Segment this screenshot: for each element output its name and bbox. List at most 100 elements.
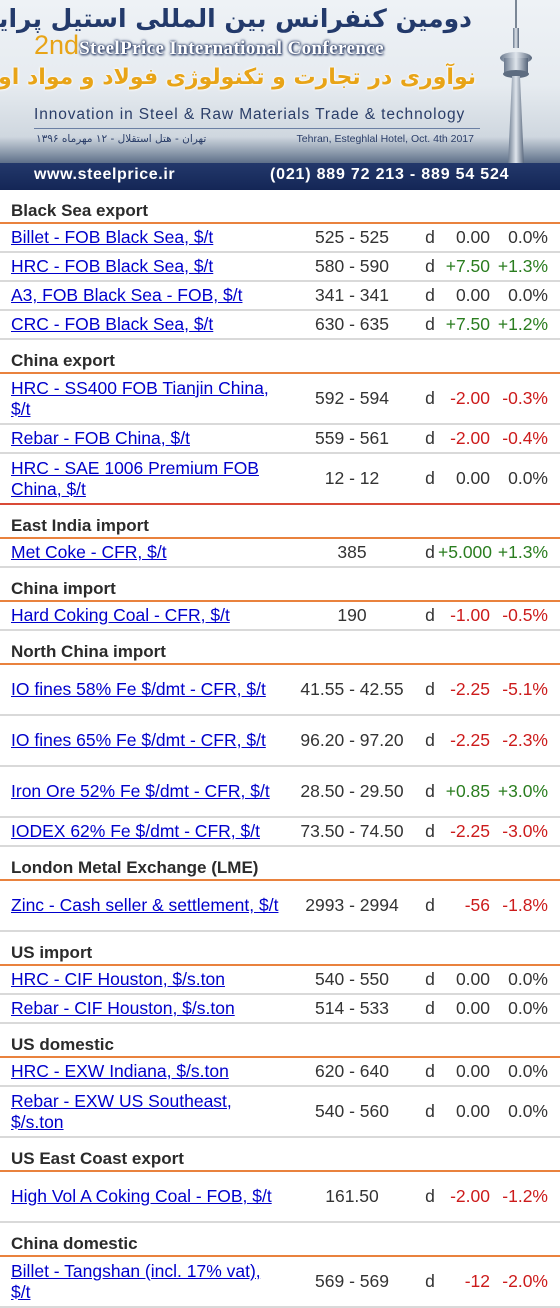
product-link[interactable]: CRC - FOB Black Sea, $/t (11, 314, 214, 334)
product-link[interactable]: Billet - Tangshan (incl. 17% vat), $/t (11, 1260, 261, 1302)
product-link[interactable]: Billet - FOB Black Sea, $/t (11, 227, 214, 247)
price-row: A3, FOB Black Sea - FOB, $/t 341 - 341 d 0.… (0, 282, 560, 311)
percent-change: 0.0% (508, 1101, 548, 1121)
period-label: d (425, 998, 435, 1018)
period-label: d (425, 679, 435, 699)
product-link[interactable]: Hard Coking Coal - CFR, $/t (11, 605, 230, 625)
product-cell: Billet - FOB Black Sea, $/t (0, 227, 282, 248)
product-cell: Met Coke - CFR, $/t (0, 542, 282, 563)
price-row: High Vol A Coking Coal - FOB, $/t 161.50 d… (0, 1172, 560, 1223)
price-change: -12 (464, 1271, 490, 1291)
period-label: d (425, 1271, 435, 1291)
milad-tower-icon (500, 0, 532, 165)
period-label: d (425, 895, 435, 915)
banner-subtitle-fa: نوآوری در تجارت و تکنولوژی فولاد و مواد … (0, 65, 476, 90)
product-link[interactable]: HRC - EXW Indiana, $/s.ton (11, 1061, 229, 1081)
product-link[interactable]: HRC - FOB Black Sea, $/t (11, 256, 214, 276)
product-link[interactable]: Iron Ore 52% Fe $/dmt - CFR, $/t (11, 781, 270, 801)
price-range: 28.50 - 29.50 (300, 781, 404, 801)
price-row: Billet - FOB Black Sea, $/t 525 - 525 d 0.0… (0, 224, 560, 253)
section-header: China export (0, 340, 560, 374)
conference-banner[interactable]: دومین کنفرانس بین المللی استیل پرایس 2nd… (0, 0, 560, 190)
product-link[interactable]: IO fines 65% Fe $/dmt - CFR, $/t (11, 730, 266, 750)
price-row: IO fines 58% Fe $/dmt - CFR, $/t 41.55 - … (0, 665, 560, 716)
price-row: HRC - SS400 FOB Tianjin China, $/t 592 - … (0, 374, 560, 425)
period-label: d (425, 781, 435, 801)
product-link[interactable]: Rebar - FOB China, $/t (11, 428, 190, 448)
product-link[interactable]: HRC - SAE 1006 Premium FOB China, $/t (11, 457, 259, 499)
product-link[interactable]: HRC - SS400 FOB Tianjin China, $/t (11, 377, 269, 419)
product-cell: HRC - CIF Houston, $/s.ton (0, 969, 282, 990)
percent-change: -0.5% (502, 605, 548, 625)
price-change: 0.00 (455, 285, 490, 305)
banner-divider (34, 128, 480, 129)
price-range: 190 (337, 605, 367, 625)
product-cell: HRC - SS400 FOB Tianjin China, $/t (0, 378, 282, 420)
price-row: HRC - SAE 1006 Premium FOB China, $/t 12 … (0, 454, 560, 505)
price-change: -2.25 (450, 730, 490, 750)
period-label: d (425, 468, 435, 488)
section-header: North China import (0, 631, 560, 665)
period-label: d (425, 256, 435, 276)
price-change: 0.00 (455, 998, 490, 1018)
price-range: 41.55 - 42.55 (300, 679, 404, 699)
price-change: +5.000 (438, 542, 493, 562)
product-cell: Zinc - Cash seller & settlement, $/t (0, 895, 282, 916)
product-link[interactable]: Zinc - Cash seller & settlement, $/t (11, 895, 279, 915)
percent-change: 0.0% (508, 468, 548, 488)
section-header: China domestic (0, 1223, 560, 1257)
banner-venue-fa: تهران - هتل استقلال - ۱۲ مهرماه ۱۳۹۶ (36, 133, 207, 145)
price-list: Black Sea export Billet - FOB Black Sea, … (0, 190, 560, 1308)
product-cell: HRC - FOB Black Sea, $/t (0, 256, 282, 277)
period-label: d (425, 314, 435, 334)
price-row: IO fines 65% Fe $/dmt - CFR, $/t 96.20 - … (0, 716, 560, 767)
price-row: Rebar - FOB China, $/t 559 - 561 d -2.00 -0.… (0, 425, 560, 454)
price-row: HRC - CIF Houston, $/s.ton 540 - 550 d 0.00… (0, 966, 560, 995)
price-change: +0.85 (445, 781, 490, 801)
price-row: HRC - FOB Black Sea, $/t 580 - 590 d +7.50 +… (0, 253, 560, 282)
price-row: Rebar - EXW US Southeast, $/s.ton 540 - 5… (0, 1087, 560, 1138)
period-label: d (425, 227, 435, 247)
product-cell: HRC - SAE 1006 Premium FOB China, $/t (0, 458, 282, 500)
section-header: London Metal Exchange (LME) (0, 847, 560, 881)
price-change: +7.50 (445, 314, 490, 334)
period-label: d (425, 605, 435, 625)
price-range: 620 - 640 (315, 1061, 389, 1081)
price-row: Hard Coking Coal - CFR, $/t 190 d -1.00 -0.5… (0, 602, 560, 631)
period-label: d (425, 1101, 435, 1121)
product-cell: High Vol A Coking Coal - FOB, $/t (0, 1186, 282, 1207)
product-cell: Hard Coking Coal - CFR, $/t (0, 605, 282, 626)
product-link[interactable]: Rebar - CIF Houston, $/s.ton (11, 998, 235, 1018)
price-range: 514 - 533 (315, 998, 389, 1018)
section-header: Black Sea export (0, 190, 560, 224)
price-change: 0.00 (455, 227, 490, 247)
percent-change: +1.3% (497, 542, 548, 562)
product-cell: Iron Ore 52% Fe $/dmt - CFR, $/t (0, 781, 282, 802)
product-link[interactable]: Met Coke - CFR, $/t (11, 542, 167, 562)
price-range: 12 - 12 (324, 468, 380, 488)
product-link[interactable]: IO fines 58% Fe $/dmt - CFR, $/t (11, 679, 266, 699)
product-link[interactable]: IODEX 62% Fe $/dmt - CFR, $/t (11, 821, 260, 841)
price-change: -2.25 (450, 679, 490, 699)
banner-venue-en: Tehran, Esteghlal Hotel, Oct. 4th 2017 (296, 133, 474, 145)
period-label: d (425, 1186, 435, 1206)
price-range: 96.20 - 97.20 (300, 730, 404, 750)
percent-change: -0.4% (502, 428, 548, 448)
percent-change: -3.0% (502, 821, 548, 841)
price-range: 630 - 635 (315, 314, 389, 334)
price-range: 2993 - 2994 (305, 895, 399, 915)
price-row: Met Coke - CFR, $/t 385 d +5.000 +1.3% (0, 539, 560, 568)
percent-change: 0.0% (508, 227, 548, 247)
percent-change: -0.3% (502, 388, 548, 408)
product-link[interactable]: HRC - CIF Houston, $/s.ton (11, 969, 225, 989)
banner-url[interactable]: www.steelprice.ir (34, 166, 176, 183)
product-link[interactable]: High Vol A Coking Coal - FOB, $/t (11, 1186, 272, 1206)
price-range: 161.50 (325, 1186, 379, 1206)
price-change: 0.00 (455, 1061, 490, 1081)
banner-title-en-rest: SteelPrice International Conference (79, 38, 384, 59)
product-link[interactable]: Rebar - EXW US Southeast, $/s.ton (11, 1090, 232, 1132)
percent-change: 0.0% (508, 998, 548, 1018)
product-link[interactable]: A3, FOB Black Sea - FOB, $/t (11, 285, 243, 305)
price-range: 341 - 341 (315, 285, 389, 305)
period-label: d (425, 969, 435, 989)
